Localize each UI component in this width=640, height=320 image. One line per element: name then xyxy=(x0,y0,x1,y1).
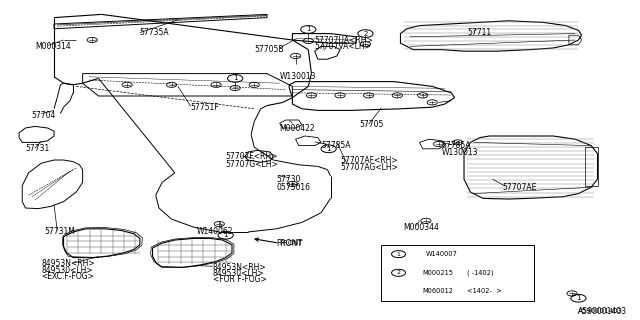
Text: 1: 1 xyxy=(306,27,310,32)
Text: 57751F: 57751F xyxy=(191,103,220,112)
Text: 57735A: 57735A xyxy=(140,28,170,36)
Text: 2: 2 xyxy=(364,31,368,36)
Text: 1: 1 xyxy=(397,252,401,257)
Text: 57705: 57705 xyxy=(359,120,383,129)
Text: 57785A: 57785A xyxy=(321,141,351,150)
Text: A590001403: A590001403 xyxy=(579,307,627,316)
Text: ( -1402): ( -1402) xyxy=(467,269,494,276)
Text: FRONT: FRONT xyxy=(280,240,303,246)
Text: W130013: W130013 xyxy=(280,72,316,81)
Text: 57731: 57731 xyxy=(26,144,50,153)
Text: 1: 1 xyxy=(233,76,237,81)
Bar xyxy=(381,245,534,301)
Text: 57731M: 57731M xyxy=(45,228,76,236)
Text: 2: 2 xyxy=(397,270,401,275)
Text: W140062: W140062 xyxy=(197,228,234,236)
Text: M000215: M000215 xyxy=(422,270,454,276)
Text: <EXC.F-FOG>: <EXC.F-FOG> xyxy=(42,272,94,281)
Text: 57707AE: 57707AE xyxy=(502,183,536,192)
Text: W140007: W140007 xyxy=(426,251,458,257)
Text: 849530<LH>: 849530<LH> xyxy=(42,266,93,275)
Text: FRONT: FRONT xyxy=(276,239,303,248)
Text: 57707UA<RH>: 57707UA<RH> xyxy=(315,36,373,44)
Text: 57705B: 57705B xyxy=(254,45,284,54)
Text: 1: 1 xyxy=(223,232,228,238)
Text: 84953N<RH>: 84953N<RH> xyxy=(213,263,267,272)
Text: <1402-  >: <1402- > xyxy=(467,288,502,294)
Text: <FOR F-FOG>: <FOR F-FOG> xyxy=(213,276,267,284)
Text: 849530<LH>: 849530<LH> xyxy=(213,269,264,278)
Text: M000344: M000344 xyxy=(404,223,440,232)
Text: 57707VA<LH>: 57707VA<LH> xyxy=(315,42,371,51)
Text: 0575016: 0575016 xyxy=(276,183,310,192)
Text: 57707G<LH>: 57707G<LH> xyxy=(226,160,278,169)
Text: 57785A: 57785A xyxy=(442,141,471,150)
Text: M000422: M000422 xyxy=(280,124,316,132)
Text: 57704: 57704 xyxy=(32,111,56,120)
Text: W130013: W130013 xyxy=(442,148,478,157)
Text: 1: 1 xyxy=(326,146,331,152)
Text: 57707AF<RH>: 57707AF<RH> xyxy=(340,156,397,164)
Text: 57707F<RH>: 57707F<RH> xyxy=(226,152,278,161)
Text: 57730: 57730 xyxy=(276,175,301,184)
Text: 1: 1 xyxy=(576,295,580,301)
Text: M000314: M000314 xyxy=(35,42,70,51)
Text: M060012: M060012 xyxy=(422,288,454,294)
Text: 57707AG<LH>: 57707AG<LH> xyxy=(340,163,398,172)
Text: A590001403: A590001403 xyxy=(579,308,623,314)
Text: 57711: 57711 xyxy=(467,28,492,36)
Text: 84953N<RH>: 84953N<RH> xyxy=(42,260,95,268)
